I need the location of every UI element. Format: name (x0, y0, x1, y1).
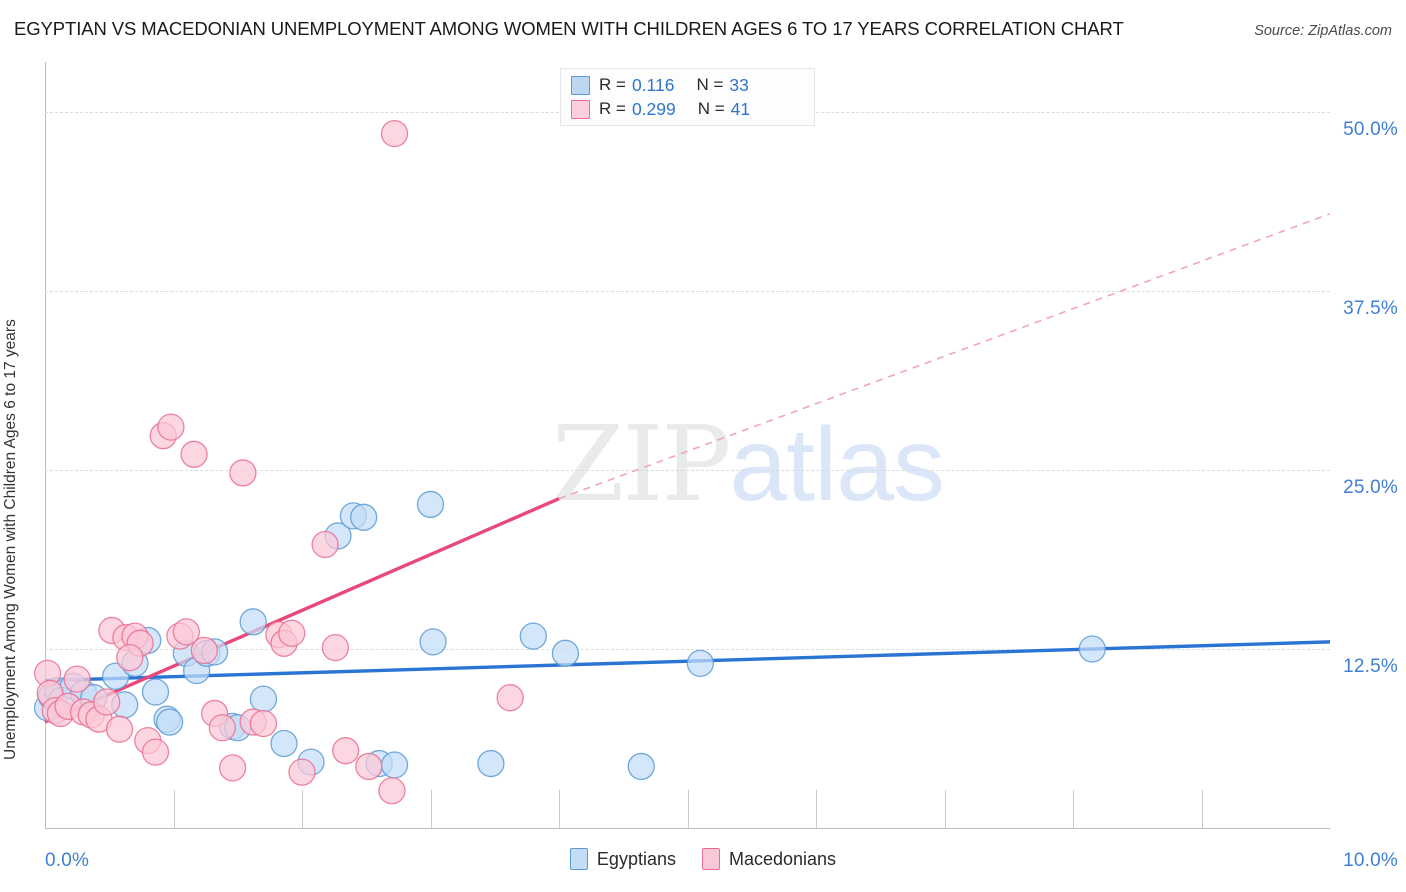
scatter-point-egyptians[interactable] (102, 662, 130, 690)
y-axis-line (45, 62, 46, 828)
y-tick-label: 12.5% (1343, 656, 1398, 678)
scatter-point-macedonians[interactable] (218, 754, 247, 782)
page-title: EGYPTIAN VS MACEDONIAN UNEMPLOYMENT AMON… (14, 18, 1124, 39)
scatter-point-macedonians[interactable] (190, 636, 218, 665)
scatter-point-macedonians[interactable] (116, 643, 144, 672)
scatter-point-macedonians[interactable] (496, 684, 524, 712)
legend-label-egyptians: Egyptians (596, 848, 676, 869)
trend-line (44, 497, 560, 724)
scatter-point-egyptians[interactable] (686, 649, 714, 677)
x-tick-mark (302, 790, 303, 828)
scatter-point-egyptians[interactable] (1078, 635, 1106, 663)
scatter-point-macedonians[interactable] (321, 633, 350, 662)
x-tick-mark (173, 790, 175, 828)
scatter-point-egyptians[interactable] (141, 678, 170, 706)
gridline-25.0 (45, 470, 1330, 472)
macedonians-color-swatch (571, 99, 590, 119)
gridline-12.5 (45, 649, 1330, 651)
y-tick-label: 37.5% (1343, 298, 1398, 320)
legend-swatch-egyptians (569, 848, 588, 870)
scatter-point-egyptians[interactable] (551, 639, 580, 667)
scatter-point-egyptians[interactable] (519, 622, 547, 650)
egyptians-color-swatch (571, 75, 590, 95)
scatter-point-macedonians[interactable] (93, 688, 121, 716)
x-tick-mark (1201, 790, 1203, 828)
scatter-point-macedonians[interactable] (172, 618, 201, 646)
r-label-macedonians: R = (599, 99, 626, 118)
n-value-egyptians: 33 (729, 74, 749, 95)
scatter-point-egyptians[interactable] (350, 503, 378, 531)
scatter-point-macedonians[interactable] (180, 440, 208, 468)
y-tick-label: 50.0% (1343, 119, 1398, 141)
scatter-point-egyptians[interactable] (419, 628, 447, 656)
scatter-point-macedonians[interactable] (141, 738, 170, 766)
scatter-point-egyptians[interactable] (627, 752, 655, 781)
correlation-row-egyptians: R = 0.116 N = 33 (571, 73, 749, 97)
x-tick-mark (559, 790, 560, 828)
scatter-point-egyptians[interactable] (155, 708, 184, 736)
n-label-egyptians: N = (696, 75, 724, 94)
scatter-point-macedonians[interactable] (208, 714, 236, 742)
x-axis-min-label: 0.0% (45, 850, 90, 871)
scatter-point-macedonians[interactable] (355, 752, 383, 781)
series-legend: Egyptians Macedonians (0, 848, 1406, 870)
scatter-point-macedonians[interactable] (332, 737, 360, 765)
correlation-row-macedonians: R = 0.299 N = 41 (571, 97, 750, 121)
scatter-point-egyptians[interactable] (270, 729, 298, 758)
scatter-point-macedonians[interactable] (63, 665, 91, 693)
x-tick-mark (687, 790, 689, 828)
scatter-point-macedonians[interactable] (157, 413, 185, 441)
scatter-point-macedonians[interactable] (229, 459, 257, 487)
y-tick-label: 25.0% (1343, 477, 1398, 499)
r-value-egyptians: 0.116 (631, 74, 675, 95)
scatter-point-macedonians[interactable] (378, 777, 406, 805)
source-label: Source: ZipAtlas.com (1254, 23, 1392, 39)
legend-item-egyptians[interactable]: Egyptians (569, 848, 676, 870)
correlation-legend-box: R = 0.116 N = 33 R = 0.299 N = 41 (560, 68, 815, 126)
scatter-point-macedonians[interactable] (311, 530, 339, 559)
scatter-point-egyptians[interactable] (239, 608, 267, 636)
scatter-point-macedonians[interactable] (278, 619, 306, 647)
scatter-point-egyptians[interactable] (416, 490, 445, 519)
scatter-point-egyptians[interactable] (477, 749, 505, 778)
x-tick-mark (944, 790, 946, 828)
scatter-point-macedonians[interactable] (380, 119, 409, 148)
legend-label-macedonians: Macedonians (728, 848, 837, 869)
gridline-37.5 (45, 291, 1330, 293)
n-value-macedonians: 41 (730, 98, 751, 119)
r-value-macedonians: 0.299 (631, 98, 676, 119)
n-label-macedonians: N = (697, 99, 725, 118)
x-axis-max-label: 10.0% (1343, 850, 1398, 871)
x-tick-mark (430, 790, 432, 828)
r-label-egyptians: R = (599, 75, 626, 94)
scatter-point-egyptians[interactable] (380, 751, 409, 779)
scatter-point-macedonians[interactable] (288, 758, 316, 786)
legend-swatch-macedonians (701, 848, 720, 870)
x-tick-mark (816, 790, 817, 828)
x-tick-mark (1073, 790, 1074, 828)
legend-item-macedonians[interactable]: Macedonians (701, 848, 837, 870)
trend-line (558, 213, 1331, 500)
scatter-point-macedonians[interactable] (249, 709, 278, 738)
scatter-point-egyptians[interactable] (249, 685, 278, 713)
x-axis-line (45, 828, 1330, 829)
scatter-point-macedonians[interactable] (105, 715, 134, 743)
